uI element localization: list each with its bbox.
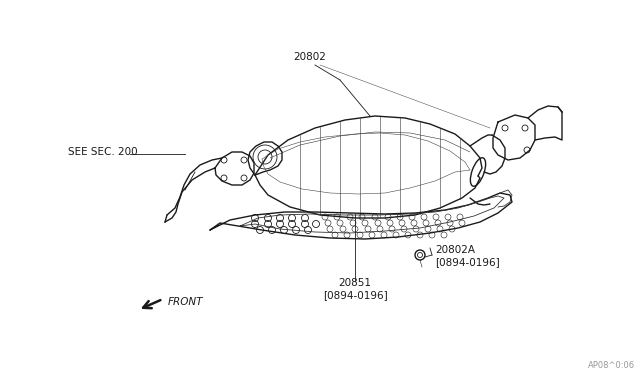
Text: [0894-0196]: [0894-0196] <box>323 290 387 300</box>
Text: AP08^0:06: AP08^0:06 <box>588 360 635 369</box>
Text: FRONT: FRONT <box>168 297 204 307</box>
Text: 20851: 20851 <box>339 278 371 288</box>
Text: 20802A: 20802A <box>435 245 475 255</box>
Text: SEE SEC. 200: SEE SEC. 200 <box>68 147 138 157</box>
Text: [0894-0196]: [0894-0196] <box>435 257 500 267</box>
Text: 20802: 20802 <box>294 52 326 62</box>
